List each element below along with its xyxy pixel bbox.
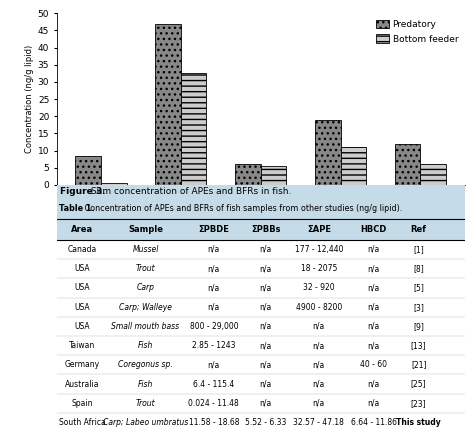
Text: n/a: n/a <box>260 245 272 254</box>
Text: USA: USA <box>74 264 90 273</box>
Bar <box>155 23 181 185</box>
Text: This study: This study <box>396 418 441 427</box>
Text: 800 - 29,000: 800 - 29,000 <box>190 322 238 331</box>
Text: n/a: n/a <box>313 322 325 331</box>
Bar <box>57 198 465 219</box>
Text: 32 - 920: 32 - 920 <box>303 284 335 292</box>
Text: n/a: n/a <box>208 360 220 370</box>
Text: [3]: [3] <box>413 303 424 312</box>
Text: 4900 - 8200: 4900 - 8200 <box>296 303 342 312</box>
Text: [25]: [25] <box>411 380 427 389</box>
Text: n/a: n/a <box>260 322 272 331</box>
Text: Taiwan: Taiwan <box>69 341 95 350</box>
Bar <box>315 120 340 185</box>
Y-axis label: Concentration (ng/g lipid): Concentration (ng/g lipid) <box>25 45 34 153</box>
Text: n/a: n/a <box>368 322 380 331</box>
Text: n/a: n/a <box>208 264 220 273</box>
Text: n/a: n/a <box>260 380 272 389</box>
Text: n/a: n/a <box>313 341 325 350</box>
Text: USA: USA <box>74 303 90 312</box>
Text: n/a: n/a <box>208 303 220 312</box>
Text: n/a: n/a <box>368 245 380 254</box>
Text: Carp; Walleye: Carp; Walleye <box>119 303 172 312</box>
Text: 6.64 - 11.86: 6.64 - 11.86 <box>351 418 397 427</box>
Text: Trout: Trout <box>136 264 155 273</box>
Text: n/a: n/a <box>368 380 380 389</box>
Text: n/a: n/a <box>208 284 220 292</box>
Text: n/a: n/a <box>208 245 220 254</box>
Text: 2.85 - 1243: 2.85 - 1243 <box>192 341 236 350</box>
Text: n/a: n/a <box>313 399 325 408</box>
Text: Sum concentration of APEs and BFRs in fish.: Sum concentration of APEs and BFRs in fi… <box>88 187 291 196</box>
Text: Fish: Fish <box>138 380 153 389</box>
Text: Concentration of APEs and BFRs of fish samples from other studies (ng/g lipid).: Concentration of APEs and BFRs of fish s… <box>82 204 402 213</box>
Text: Figure 3.: Figure 3. <box>60 187 106 196</box>
Text: n/a: n/a <box>368 284 380 292</box>
Text: Coregonus sp.: Coregonus sp. <box>118 360 173 370</box>
Text: Table 1.: Table 1. <box>59 204 94 213</box>
Text: [8]: [8] <box>413 264 424 273</box>
Text: 40 - 60: 40 - 60 <box>360 360 387 370</box>
Text: [13]: [13] <box>411 341 427 350</box>
Text: 0.024 - 11.48: 0.024 - 11.48 <box>189 399 239 408</box>
Bar <box>261 166 286 185</box>
Text: South Africa: South Africa <box>59 418 106 427</box>
Text: n/a: n/a <box>260 341 272 350</box>
Text: n/a: n/a <box>368 303 380 312</box>
Bar <box>235 164 261 185</box>
Text: Australia: Australia <box>65 380 100 389</box>
Text: Canada: Canada <box>68 245 97 254</box>
Text: n/a: n/a <box>260 360 272 370</box>
Text: n/a: n/a <box>260 399 272 408</box>
Text: Ref: Ref <box>410 225 427 234</box>
Text: HBCD: HBCD <box>361 225 387 234</box>
Text: n/a: n/a <box>260 264 272 273</box>
Text: Small mouth bass: Small mouth bass <box>111 322 180 331</box>
Text: Spain: Spain <box>72 399 93 408</box>
Text: 177 - 12,440: 177 - 12,440 <box>294 245 343 254</box>
Bar <box>420 164 446 185</box>
Text: [21]: [21] <box>411 360 427 370</box>
Text: ΣAPE: ΣAPE <box>307 225 331 234</box>
Text: 32.57 - 47.18: 32.57 - 47.18 <box>293 418 344 427</box>
Text: [23]: [23] <box>411 399 427 408</box>
Text: 18 - 2075: 18 - 2075 <box>301 264 337 273</box>
Text: n/a: n/a <box>368 341 380 350</box>
Text: USA: USA <box>74 322 90 331</box>
Bar <box>57 219 465 240</box>
Text: Carp: Carp <box>137 284 155 292</box>
Text: n/a: n/a <box>368 399 380 408</box>
Text: n/a: n/a <box>313 360 325 370</box>
Text: n/a: n/a <box>368 264 380 273</box>
Bar <box>101 183 127 185</box>
Legend: Predatory, Bottom feeder: Predatory, Bottom feeder <box>374 18 460 45</box>
Bar <box>395 144 420 185</box>
Text: Mussel: Mussel <box>132 245 159 254</box>
Text: Carp; Labeo umbratus: Carp; Labeo umbratus <box>103 418 188 427</box>
Text: Trout: Trout <box>136 399 155 408</box>
Text: Sample: Sample <box>128 225 163 234</box>
Bar <box>340 147 366 185</box>
Text: ΣPBBs: ΣPBBs <box>251 225 281 234</box>
Text: n/a: n/a <box>313 380 325 389</box>
Text: Germany: Germany <box>65 360 100 370</box>
Text: Area: Area <box>71 225 93 234</box>
Text: 11.58 - 18.68: 11.58 - 18.68 <box>189 418 239 427</box>
Text: n/a: n/a <box>260 303 272 312</box>
Bar <box>75 156 101 185</box>
Text: [9]: [9] <box>413 322 424 331</box>
Text: 6.4 - 115.4: 6.4 - 115.4 <box>193 380 235 389</box>
Text: [1]: [1] <box>413 245 424 254</box>
Text: 5.52 - 6.33: 5.52 - 6.33 <box>245 418 286 427</box>
Text: ΣPBDE: ΣPBDE <box>199 225 229 234</box>
Text: [5]: [5] <box>413 284 424 292</box>
Bar <box>181 73 206 185</box>
Text: USA: USA <box>74 284 90 292</box>
Text: Fish: Fish <box>138 341 153 350</box>
Text: n/a: n/a <box>260 284 272 292</box>
